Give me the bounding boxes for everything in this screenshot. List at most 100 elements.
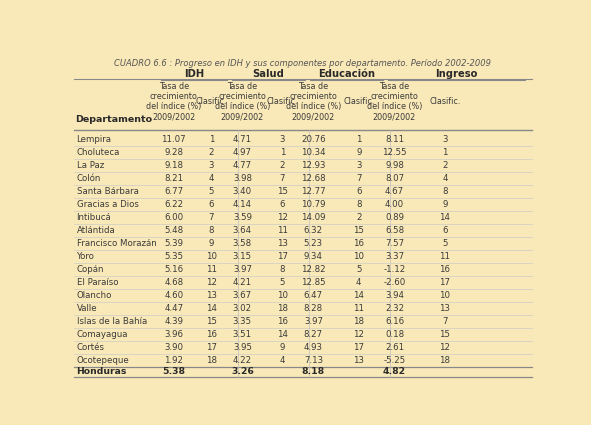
Text: 4.93: 4.93 xyxy=(304,343,323,352)
Text: 12: 12 xyxy=(206,278,217,287)
Text: 8: 8 xyxy=(356,200,362,209)
Text: 11: 11 xyxy=(277,226,288,235)
Text: 6.32: 6.32 xyxy=(304,226,323,235)
Text: Copán: Copán xyxy=(77,265,104,274)
Text: 8.07: 8.07 xyxy=(385,174,404,183)
Text: 9.98: 9.98 xyxy=(385,162,404,170)
Text: 11: 11 xyxy=(353,304,364,313)
Text: 2: 2 xyxy=(209,148,214,157)
Text: Clasific.: Clasific. xyxy=(196,97,227,106)
Text: 1: 1 xyxy=(356,136,362,144)
Text: 18: 18 xyxy=(439,356,450,365)
Text: 15: 15 xyxy=(439,330,450,339)
Text: 8.11: 8.11 xyxy=(385,136,404,144)
Text: 13: 13 xyxy=(353,356,364,365)
Text: IDH: IDH xyxy=(184,69,204,79)
Text: 12.85: 12.85 xyxy=(301,278,326,287)
Text: 10.34: 10.34 xyxy=(301,148,326,157)
Text: 3.90: 3.90 xyxy=(164,343,183,352)
Text: 8.18: 8.18 xyxy=(302,367,325,376)
Text: 10: 10 xyxy=(277,291,288,300)
Text: 12: 12 xyxy=(353,330,364,339)
Text: CUADRO 6.6 : Progreso en IDH y sus componentes por departamento. Período 2002-20: CUADRO 6.6 : Progreso en IDH y sus compo… xyxy=(115,59,491,68)
Text: 4.00: 4.00 xyxy=(385,200,404,209)
Text: 6: 6 xyxy=(442,226,447,235)
Text: 5: 5 xyxy=(280,278,285,287)
Text: 4: 4 xyxy=(209,174,214,183)
Text: La Paz: La Paz xyxy=(77,162,104,170)
Text: 3.40: 3.40 xyxy=(233,187,252,196)
Text: 6.58: 6.58 xyxy=(385,226,404,235)
Text: 3.59: 3.59 xyxy=(233,213,252,222)
Text: 4.67: 4.67 xyxy=(385,187,404,196)
Text: 3.97: 3.97 xyxy=(233,265,252,274)
Text: 1: 1 xyxy=(442,148,447,157)
Text: 10: 10 xyxy=(353,252,364,261)
Text: -2.60: -2.60 xyxy=(384,278,405,287)
Text: 8: 8 xyxy=(209,226,214,235)
Text: 5.23: 5.23 xyxy=(304,239,323,248)
Text: 0.18: 0.18 xyxy=(385,330,404,339)
Text: 9: 9 xyxy=(442,200,447,209)
Text: 12.55: 12.55 xyxy=(382,148,407,157)
Text: 4: 4 xyxy=(442,174,447,183)
Text: 18: 18 xyxy=(206,356,217,365)
Text: Ocotepeque: Ocotepeque xyxy=(77,356,129,365)
Text: 14.09: 14.09 xyxy=(301,213,326,222)
Text: 8: 8 xyxy=(280,265,285,274)
Text: 6.77: 6.77 xyxy=(164,187,183,196)
Text: 4.22: 4.22 xyxy=(233,356,252,365)
Text: -1.12: -1.12 xyxy=(384,265,405,274)
Text: 16: 16 xyxy=(439,265,450,274)
Text: 10: 10 xyxy=(439,291,450,300)
Text: 14: 14 xyxy=(353,291,364,300)
Text: 12.93: 12.93 xyxy=(301,162,326,170)
Text: 18: 18 xyxy=(277,304,288,313)
Text: Gracias a Dios: Gracias a Dios xyxy=(77,200,138,209)
Text: Francisco Morazán: Francisco Morazán xyxy=(77,239,157,248)
Text: Salud: Salud xyxy=(252,69,284,79)
Text: Intibucá: Intibucá xyxy=(77,213,111,222)
Text: Clasific.: Clasific. xyxy=(429,97,460,106)
Text: Comayagua: Comayagua xyxy=(77,330,128,339)
Text: 8.28: 8.28 xyxy=(304,304,323,313)
Text: Islas de la Bahía: Islas de la Bahía xyxy=(77,317,147,326)
Text: Colón: Colón xyxy=(77,174,101,183)
Text: 15: 15 xyxy=(353,226,364,235)
Text: 3.37: 3.37 xyxy=(385,252,404,261)
Text: 6: 6 xyxy=(209,200,214,209)
Text: Cortés: Cortés xyxy=(77,343,105,352)
Text: 9: 9 xyxy=(209,239,214,248)
Text: 12.68: 12.68 xyxy=(301,174,326,183)
Text: 3.15: 3.15 xyxy=(233,252,252,261)
Text: 3.26: 3.26 xyxy=(231,367,254,376)
Text: 4.82: 4.82 xyxy=(383,367,406,376)
Text: 5.48: 5.48 xyxy=(164,226,183,235)
Text: 4.47: 4.47 xyxy=(164,304,183,313)
Text: Clasific.: Clasific. xyxy=(343,97,375,106)
Text: 3: 3 xyxy=(280,136,285,144)
Text: 14: 14 xyxy=(439,213,450,222)
Text: 2: 2 xyxy=(356,213,362,222)
Text: Honduras: Honduras xyxy=(77,367,127,376)
Text: 4.71: 4.71 xyxy=(233,136,252,144)
Text: 2.32: 2.32 xyxy=(385,304,404,313)
Text: 8: 8 xyxy=(442,187,447,196)
Text: 6.47: 6.47 xyxy=(304,291,323,300)
Text: 13: 13 xyxy=(439,304,450,313)
Text: 4.77: 4.77 xyxy=(233,162,252,170)
Text: Atlántida: Atlántida xyxy=(77,226,115,235)
Text: 16: 16 xyxy=(206,330,217,339)
Text: 7.57: 7.57 xyxy=(385,239,404,248)
Text: 2: 2 xyxy=(442,162,447,170)
Text: 9.34: 9.34 xyxy=(304,252,323,261)
Text: 2.61: 2.61 xyxy=(385,343,404,352)
Text: 17: 17 xyxy=(277,252,288,261)
Text: 6.22: 6.22 xyxy=(164,200,183,209)
Text: Departamento: Departamento xyxy=(75,115,152,124)
Text: Choluteca: Choluteca xyxy=(77,148,120,157)
Text: 6.00: 6.00 xyxy=(164,213,183,222)
Text: 1: 1 xyxy=(209,136,214,144)
Text: 4: 4 xyxy=(356,278,362,287)
Text: 17: 17 xyxy=(206,343,217,352)
